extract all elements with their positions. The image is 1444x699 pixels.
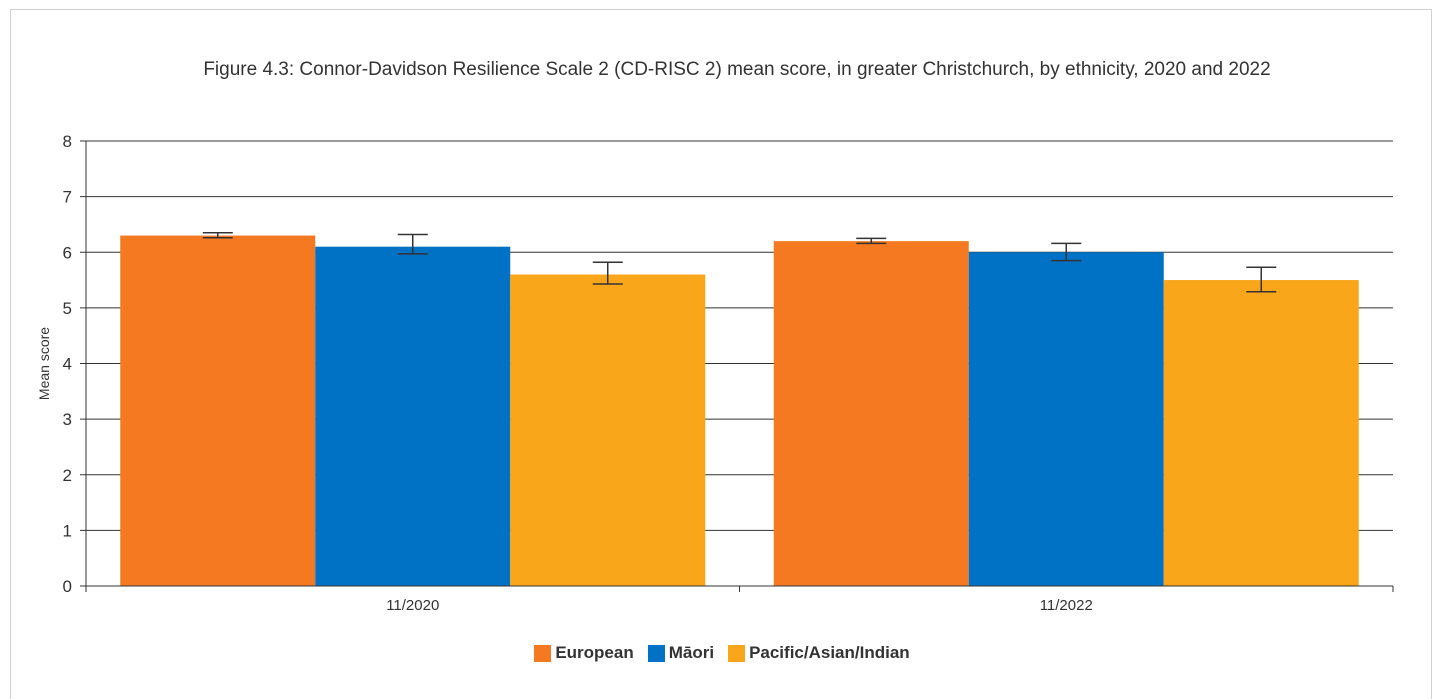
- y-tick-label-8: 8: [63, 132, 72, 151]
- bar-1-0: [773, 241, 969, 586]
- x-tick-label-1: 11/2022: [1040, 597, 1093, 614]
- legend-swatch-0: [534, 644, 552, 662]
- y-axis-label: Mean score: [36, 327, 52, 400]
- bar-0-1: [315, 246, 511, 586]
- bar-1-1: [968, 252, 1164, 586]
- y-tick-label-1: 1: [63, 521, 72, 540]
- legend-item-2: Pacific/Asian/Indian: [728, 643, 910, 663]
- y-tick-label-3: 3: [63, 410, 72, 429]
- y-tick-label-7: 7: [63, 188, 72, 207]
- y-tick-label-5: 5: [63, 299, 72, 318]
- legend-item-1: Māori: [647, 643, 715, 663]
- legend-label-0: European: [555, 643, 634, 662]
- legend-label-2: Pacific/Asian/Indian: [749, 643, 910, 662]
- bar-1-2: [1163, 280, 1359, 586]
- chart-title: Figure 4.3: Connor-Davidson Resilience S…: [203, 59, 1271, 80]
- chart-legend: European Māori Pacific/Asian/Indian: [0, 643, 1444, 663]
- y-tick-label-2: 2: [63, 466, 72, 485]
- legend-swatch-1: [647, 644, 665, 662]
- legend-item-0: European: [534, 643, 634, 663]
- y-tick-label-4: 4: [63, 355, 72, 374]
- bar-0-2: [510, 274, 706, 586]
- x-tick-label-0: 11/2020: [386, 597, 439, 614]
- legend-swatch-2: [728, 644, 746, 662]
- legend-label-1: Māori: [668, 643, 715, 662]
- bar-0-0: [120, 235, 316, 586]
- y-tick-label-6: 6: [63, 243, 72, 262]
- y-tick-label-0: 0: [63, 577, 72, 596]
